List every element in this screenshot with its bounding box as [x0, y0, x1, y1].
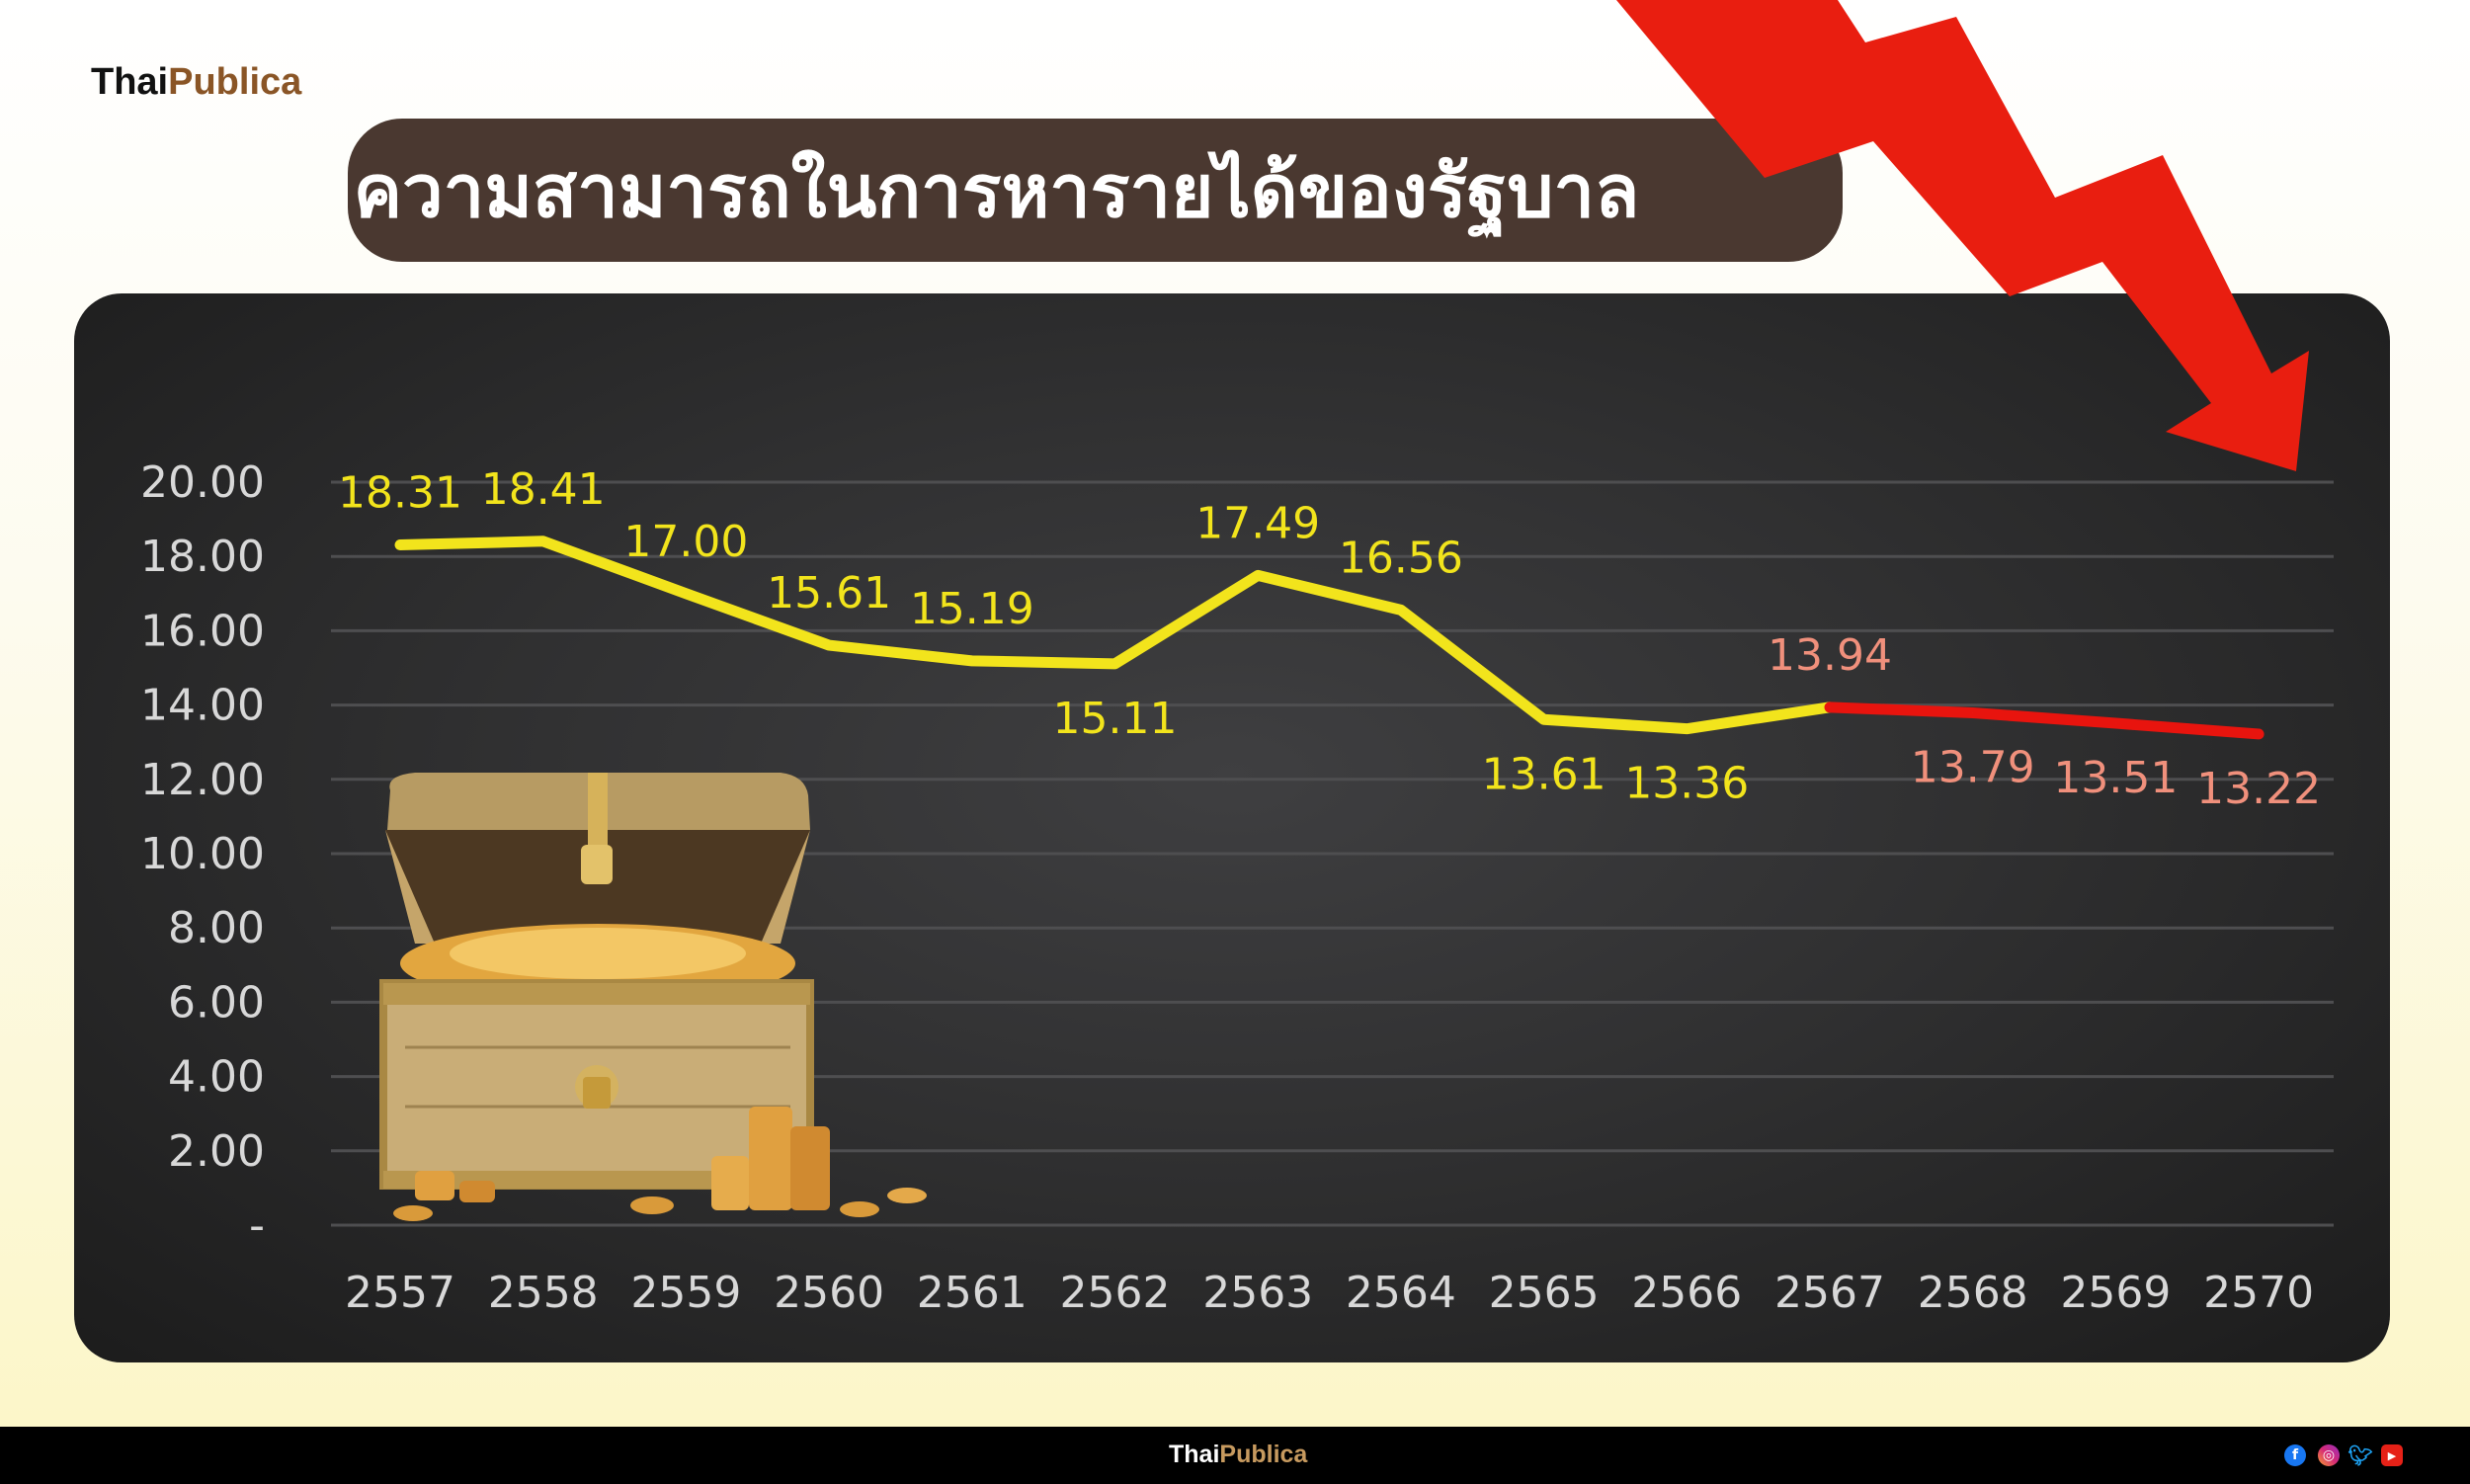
y-tick-label: - — [249, 1200, 265, 1251]
x-axis-labels: 2557 2558 2559 2560 2561 2562 2563 2564 2565 2566… — [345, 1268, 2314, 1318]
series-line-forecast — [1824, 701, 2264, 740]
x-tick-label: 2557 — [345, 1268, 455, 1318]
red-down-arrow-icon — [1616, 0, 2309, 471]
footer-logo: ThaiPublica — [1169, 1441, 1307, 1469]
title-banner: ความสามารถในการหารายได้ของรัฐบาล — [348, 119, 1843, 262]
x-tick-label: 2568 — [1918, 1268, 2028, 1318]
x-tick-label: 2562 — [1060, 1268, 1171, 1318]
y-tick-label: 10.00 — [140, 829, 265, 879]
x-tick-label: 2563 — [1202, 1268, 1313, 1318]
x-tick-label: 2561 — [917, 1268, 1028, 1318]
footer-logo-thai: Thai — [1169, 1441, 1220, 1468]
facebook-icon[interactable]: f — [2284, 1444, 2306, 1466]
x-tick-label: 2560 — [774, 1268, 884, 1318]
y-tick-label: 20.00 — [140, 457, 265, 508]
data-label: 13.79 — [1911, 742, 2035, 792]
x-tick-label: 2566 — [1631, 1268, 1742, 1318]
thaipublica-logo: ThaiPublica — [91, 61, 301, 104]
x-tick-label: 2570 — [2203, 1268, 2314, 1318]
treasure-chest-illustration — [379, 773, 927, 1221]
logo-part-publica: Publica — [168, 61, 302, 103]
footer-logo-publica: Publica — [1219, 1441, 1308, 1468]
x-tick-label: 2558 — [488, 1268, 599, 1318]
y-axis-labels: - 2.00 4.00 6.00 8.00 10.00 12.00 14.00 16.00 18.… — [140, 457, 265, 1251]
data-label: 13.36 — [1624, 759, 1749, 809]
data-label: 15.11 — [1053, 694, 1178, 744]
data-label: 17.00 — [623, 517, 748, 567]
y-tick-label: 18.00 — [140, 532, 265, 582]
y-tick-label: 14.00 — [140, 681, 265, 731]
instagram-icon[interactable]: ◎ — [2318, 1444, 2340, 1466]
page-title: ความสามารถในการหารายได้ของรัฐบาล — [353, 148, 1640, 234]
y-tick-label: 4.00 — [168, 1052, 265, 1103]
y-tick-label: 6.00 — [168, 977, 265, 1028]
data-label: 15.19 — [910, 584, 1034, 634]
x-tick-label: 2567 — [1774, 1268, 1885, 1318]
data-label: 13.61 — [1482, 749, 1606, 799]
x-tick-label: 2559 — [630, 1268, 741, 1318]
data-label: 13.94 — [1768, 630, 1892, 681]
data-labels: 18.31 18.41 17.00 15.61 15.19 15.11 17.49 16.56… — [338, 464, 2321, 814]
data-label: 18.31 — [338, 468, 462, 519]
data-label: 15.61 — [767, 568, 891, 618]
y-tick-label: 8.00 — [168, 903, 265, 953]
logo-part-thai: Thai — [91, 61, 169, 103]
data-label: 13.51 — [2053, 753, 2178, 803]
footer-bar: ThaiPublica f ◎ 🐦︎ ▶ — [0, 1427, 2470, 1484]
data-label: 13.22 — [2196, 764, 2321, 814]
data-label: 16.56 — [1339, 533, 1463, 583]
x-tick-label: 2569 — [2060, 1268, 2171, 1318]
youtube-icon[interactable]: ▶ — [2381, 1444, 2403, 1466]
data-label: 18.41 — [481, 464, 606, 515]
twitter-icon[interactable]: 🐦︎ — [2347, 1443, 2373, 1467]
x-tick-label: 2565 — [1489, 1268, 1600, 1318]
data-label: 17.49 — [1195, 498, 1320, 548]
y-tick-label: 2.00 — [168, 1126, 265, 1177]
x-tick-label: 2564 — [1346, 1268, 1456, 1318]
y-tick-label: 12.00 — [140, 755, 265, 805]
y-tick-label: 16.00 — [140, 606, 265, 656]
